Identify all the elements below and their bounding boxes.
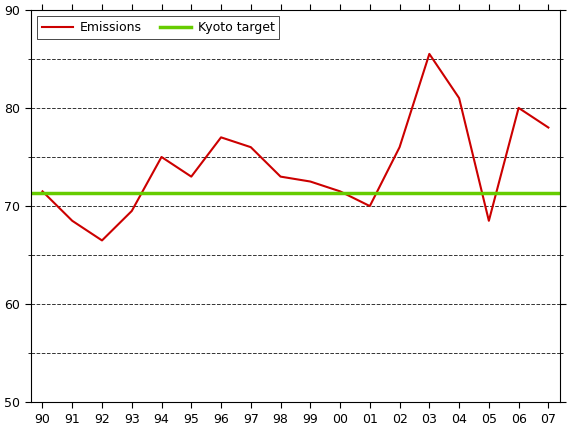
Emissions (367, 203, 373, 209)
Emissions (69, 218, 76, 223)
Emissions (515, 105, 522, 111)
Emissions (188, 174, 195, 179)
Line: Emissions: Emissions (43, 54, 548, 240)
Emissions (545, 125, 552, 130)
Emissions (486, 218, 492, 223)
Emissions (99, 238, 105, 243)
Emissions (277, 174, 284, 179)
Emissions (158, 154, 165, 160)
Emissions (128, 209, 135, 214)
Emissions (218, 135, 225, 140)
Emissions (247, 144, 254, 150)
Emissions (337, 189, 344, 194)
Kyoto target (39, 191, 46, 196)
Emissions (426, 51, 433, 56)
Emissions (39, 189, 46, 194)
Emissions (455, 95, 462, 101)
Emissions (307, 179, 314, 184)
Emissions (396, 144, 403, 150)
Legend: Emissions, Kyoto target: Emissions, Kyoto target (37, 16, 279, 39)
Kyoto target (69, 191, 76, 196)
